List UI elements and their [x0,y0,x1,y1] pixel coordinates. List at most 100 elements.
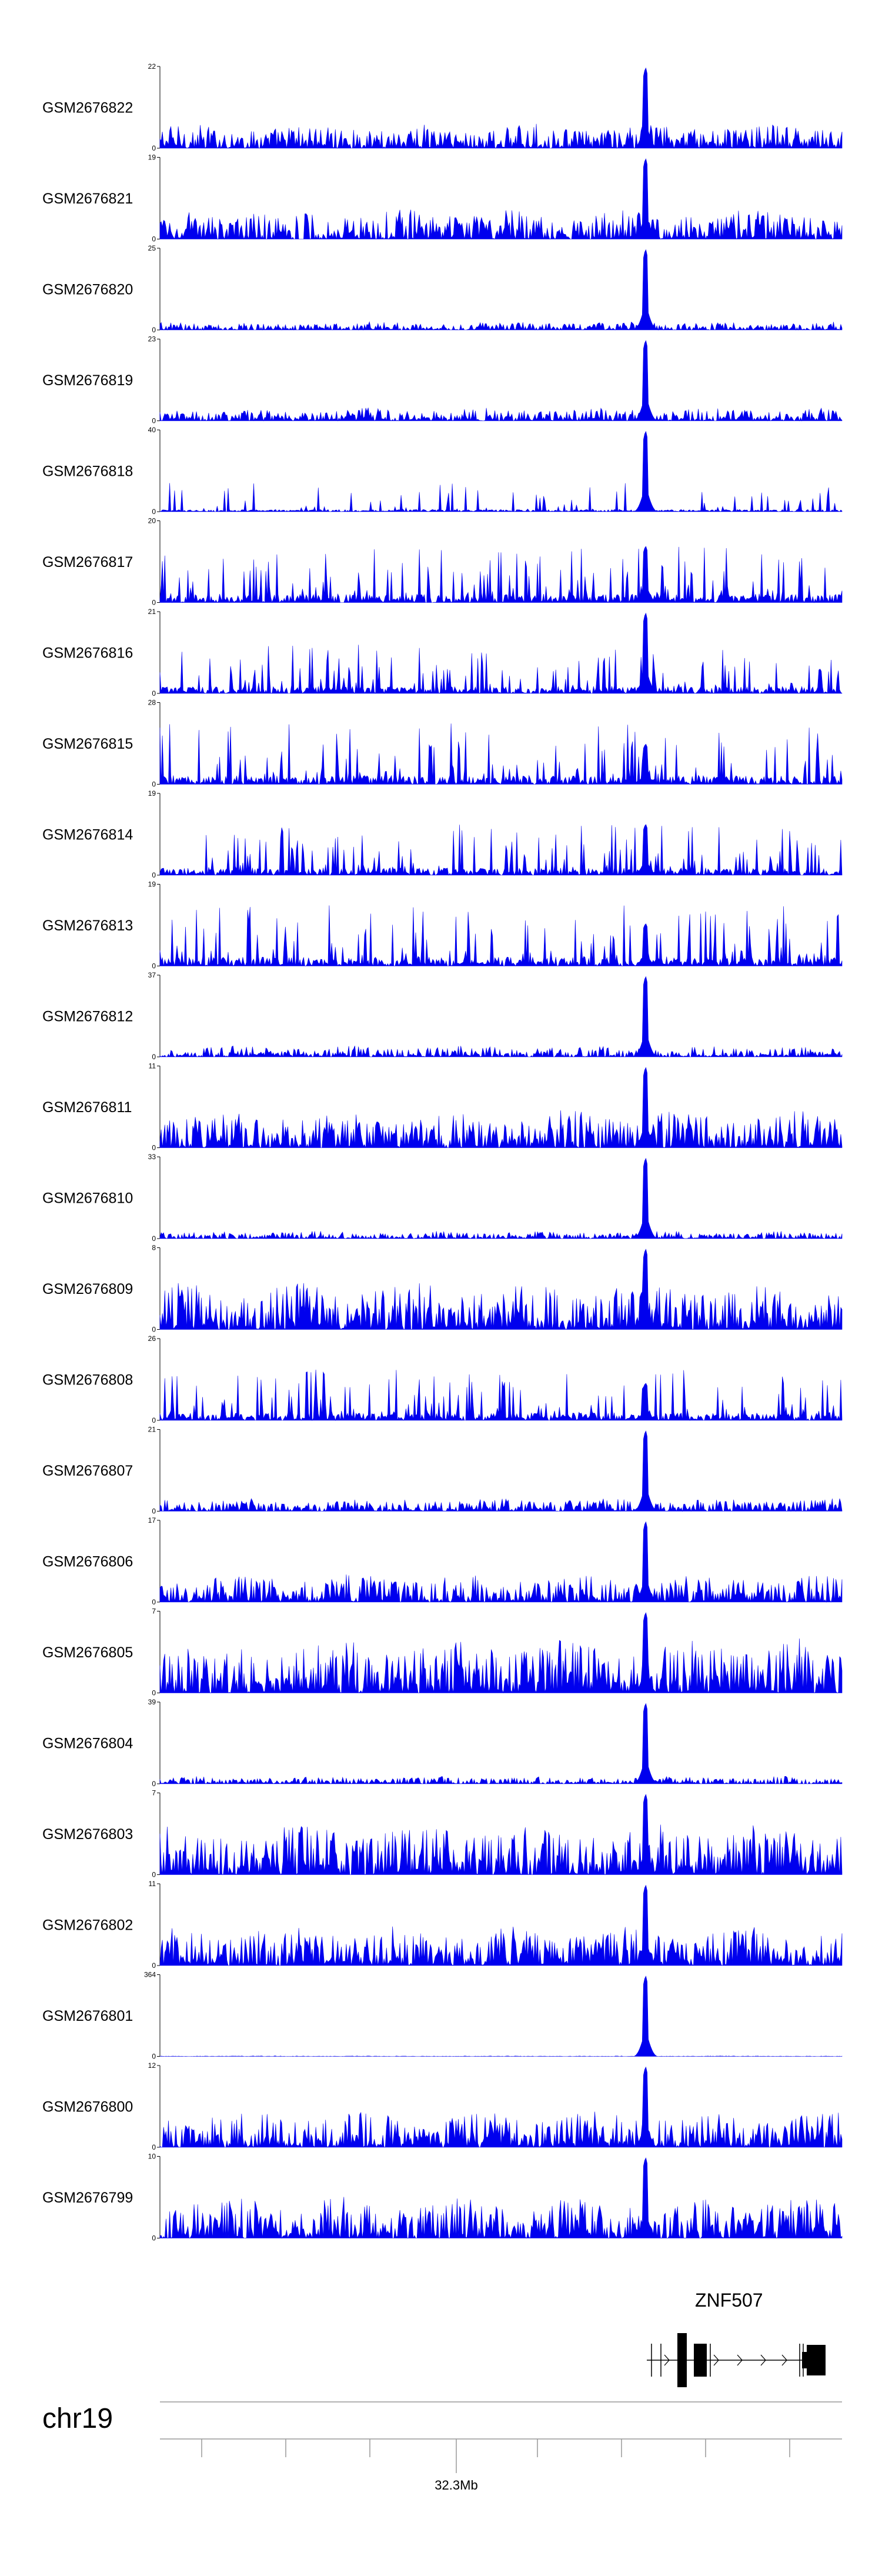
track-GSM2676814: GSM2676814 19 0 [42,789,843,879]
track-label: GSM2676817 [42,554,133,570]
y-max-label: 12 [148,2061,156,2070]
axis-ticks [201,2439,790,2473]
y-zero-label: 0 [152,1780,156,1788]
track-label: GSM2676809 [42,1281,133,1297]
track-label: GSM2676818 [42,463,133,480]
gene-name-label: ZNF507 [695,2290,763,2311]
track-label: GSM2676816 [42,645,133,662]
y-zero-label: 0 [152,599,156,607]
track-GSM2676803: GSM2676803 7 0 [42,1789,843,1879]
y-max-label: 11 [149,1062,156,1070]
track-GSM2676809: GSM2676809 8 0 [42,1244,843,1334]
chromosome-axis: chr19 32.3Mb [42,2401,842,2492]
track-label: GSM2676802 [42,1917,133,1934]
y-max-label: 17 [148,1516,156,1524]
coordinate-label: 32.3Mb [435,2478,477,2492]
track-label: GSM2676805 [42,1644,133,1661]
gene-track: ZNF507 [647,2290,826,2387]
track-GSM2676808: GSM2676808 26 0 [42,1334,843,1424]
track-GSM2676802: GSM2676802 11 0 [42,1880,843,1970]
y-max-label: 33 [148,1153,156,1161]
track-label: GSM2676811 [42,1099,132,1116]
coverage-area [159,1521,843,1603]
y-zero-label: 0 [152,780,156,789]
coverage-area [159,2066,843,2148]
track-label: GSM2676808 [42,1372,133,1389]
coverage-area [159,905,843,967]
y-zero-label: 0 [152,144,156,152]
track-label: GSM2676799 [42,2190,133,2206]
coverage-area [159,723,843,785]
track-label: GSM2676820 [42,282,133,298]
y-max-label: 37 [148,971,156,979]
coverage-area [159,1794,843,1876]
strand-arrow [664,2354,670,2366]
y-zero-label: 0 [152,1416,156,1424]
track-GSM2676817: GSM2676817 20 0 [42,517,843,607]
coverage-area [159,546,843,603]
y-max-label: 26 [148,1334,156,1343]
y-zero-label: 0 [152,508,156,516]
strand-arrow [737,2354,743,2366]
y-zero-label: 0 [152,1144,156,1152]
coverage-area [159,1430,843,1512]
y-max-label: 23 [148,335,156,343]
y-zero-label: 0 [152,871,156,879]
y-max-label: 28 [148,699,156,707]
track-GSM2676813: GSM2676813 19 0 [42,880,843,970]
track-GSM2676799: GSM2676799 10 0 [42,2153,843,2243]
terminal-exon [807,2345,826,2375]
track-label: GSM2676806 [42,1554,133,1570]
track-GSM2676801: GSM2676801 364 0 [42,1971,843,2061]
coding-exon [677,2333,687,2387]
track-label: GSM2676803 [42,1826,133,1843]
y-max-label: 20 [148,517,156,525]
coverage-area [159,1703,843,1785]
y-max-label: 21 [148,1426,156,1434]
track-label: GSM2676813 [42,917,133,934]
y-max-label: 19 [148,154,156,162]
y-zero-label: 0 [152,962,156,970]
coverage-area [159,1612,843,1694]
track-GSM2676810: GSM2676810 33 0 [42,1153,843,1243]
track-label: GSM2676807 [42,1463,133,1479]
coverage-area [159,1884,843,1967]
coverage-area [159,1369,843,1422]
coverage-area [159,976,843,1058]
y-zero-label: 0 [152,1598,156,1606]
track-label: GSM2676815 [42,736,133,752]
track-GSM2676821: GSM2676821 19 0 [42,154,843,243]
y-zero-label: 0 [152,1507,156,1516]
y-zero-label: 0 [152,1234,156,1243]
coverage-area [159,67,843,149]
y-zero-label: 0 [152,1961,156,1970]
y-zero-label: 0 [152,1689,156,1697]
coverage-area [159,1157,843,1240]
track-GSM2676807: GSM2676807 21 0 [42,1426,843,1516]
y-zero-label: 0 [152,2234,156,2243]
strand-arrow [713,2354,719,2366]
coverage-area [159,431,843,512]
track-label: GSM2676819 [42,372,133,389]
track-label: GSM2676810 [42,1190,133,1207]
track-GSM2676805: GSM2676805 7 0 [42,1607,843,1697]
track-label: GSM2676804 [42,1736,133,1752]
track-label: GSM2676822 [42,100,133,116]
coverage-area [159,340,843,422]
exon [694,2344,707,2377]
track-GSM2676818: GSM2676818 40 0 [42,426,843,516]
coverage-area [159,612,843,695]
y-zero-label: 0 [152,326,156,334]
y-max-label: 40 [148,426,156,434]
track-label: GSM2676814 [42,827,133,843]
track-GSM2676816: GSM2676816 21 0 [42,608,843,698]
track-GSM2676811: GSM2676811 11 0 [42,1062,843,1152]
coverage-area [159,1976,843,2057]
y-max-label: 7 [152,1607,156,1616]
y-max-label: 21 [148,608,156,616]
utr [802,2352,807,2368]
track-GSM2676819: GSM2676819 23 0 [42,335,843,425]
track-label: GSM2676800 [42,2099,133,2115]
gene-model-znf507 [647,2333,826,2387]
